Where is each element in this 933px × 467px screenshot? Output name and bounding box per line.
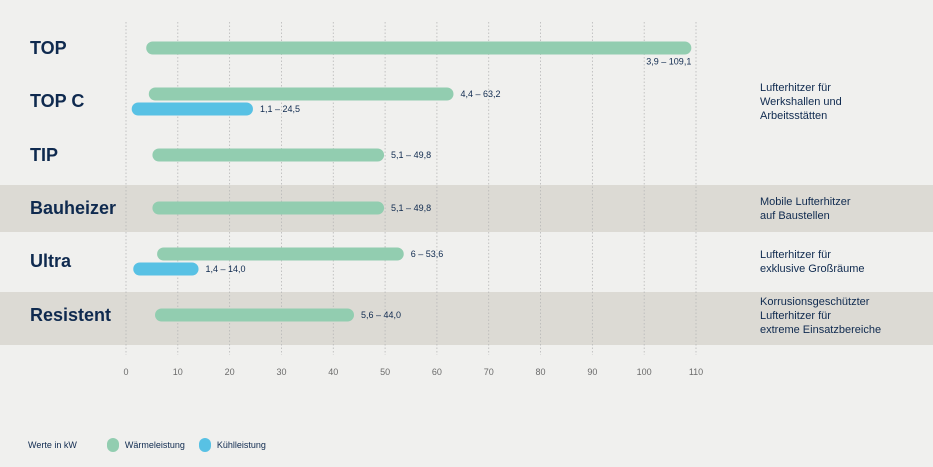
row-band-resistent (0, 292, 933, 345)
tick-label: 40 (328, 367, 338, 377)
heating-bar-resistent (155, 308, 354, 322)
description-0: Lufterhitzer für Werkshallen und Arbeitsst… (760, 82, 842, 122)
heating-bar-top (146, 41, 692, 55)
tick-label: 90 (587, 367, 597, 377)
range-label-bauheizer: 5,1 – 49,8 (391, 203, 431, 213)
range-labels: 3,9 – 109,1 4,4 – 63,2 1,1 – 24,5 5,1 – 49,… (206, 57, 692, 321)
range-label-top-c: 4,4 – 63,2 (460, 89, 500, 99)
description-line: exklusive Großräume (760, 263, 865, 275)
range-label-resistent: 5,6 – 44,0 (361, 310, 401, 320)
description-line: extreme Einsatzbereiche (760, 324, 881, 336)
row-label-ultra: Ultra (30, 251, 72, 271)
legend-label-heating: Wärmeleistung (124, 440, 185, 450)
description-line: auf Baustellen (760, 210, 830, 222)
tick-label: 20 (225, 367, 235, 377)
units-note: Werte in kW (28, 440, 77, 450)
tick-label: 70 (484, 367, 494, 377)
range-label-ultra: 1,4 – 14,0 (206, 264, 246, 274)
row-labels: TOP TOP C TIP Bauheizer Ultra Resistent (30, 38, 116, 325)
heating-bar-ultra (157, 247, 404, 261)
heating-bar-tip (152, 148, 385, 162)
heating-bar-bauheizer (152, 201, 385, 215)
description-line: Lufterhitzer für (760, 249, 831, 261)
heating-swatch (106, 438, 119, 452)
row-band-bauheizer (0, 185, 933, 232)
description-line: Werkshallen und (760, 96, 842, 108)
range-label-top: 3,9 – 109,1 (646, 57, 691, 67)
row-label-resistent: Resistent (30, 305, 111, 325)
row-label-top-c: TOP C (30, 91, 84, 111)
description-1: Mobile Lufterhitzer auf Baustellen (760, 196, 851, 222)
heating-bar-top-c (148, 87, 454, 101)
row-label-top: TOP (30, 38, 67, 58)
cooling-swatch (198, 438, 211, 452)
legend-item-heating: Wärmeleistung (106, 438, 185, 452)
description-3: Korrusionsgeschützter Lufterhitzer für ext… (760, 296, 881, 336)
tick-label: 60 (432, 367, 442, 377)
legend: Werte in kW Wärmeleistung Kühlleistung (28, 438, 280, 452)
tick-label: 30 (276, 367, 286, 377)
legend-label-cooling: Kühlleistung (216, 440, 266, 450)
x-axis-ticks: 0 10 20 30 40 50 60 70 80 90 100 110 (123, 367, 703, 377)
row-label-bauheizer: Bauheizer (30, 198, 116, 218)
tick-label: 0 (123, 367, 128, 377)
legend-item-cooling: Kühlleistung (198, 438, 266, 452)
description-line: Lufterhitzer für (760, 82, 831, 94)
tick-label: 50 (380, 367, 390, 377)
tick-label: 100 (637, 367, 652, 377)
description-line: Korrusionsgeschützter (760, 296, 870, 308)
description-line: Mobile Lufterhitzer (760, 196, 851, 208)
row-bands (0, 185, 933, 345)
description-line: Arbeitsstätten (760, 110, 827, 122)
description-2: Lufterhitzer für exklusive Großräume (760, 249, 865, 275)
tick-label: 80 (536, 367, 546, 377)
description-line: Lufterhitzer für (760, 310, 831, 322)
tick-label: 10 (173, 367, 183, 377)
row-label-tip: TIP (30, 145, 58, 165)
cooling-bar-ultra (133, 262, 199, 276)
range-label-tip: 5,1 – 49,8 (391, 150, 431, 160)
tick-label: 110 (689, 367, 703, 377)
descriptions: Lufterhitzer für Werkshallen und Arbeitsst… (760, 82, 881, 336)
cooling-bar-top-c (131, 102, 253, 116)
bars (131, 41, 692, 322)
gridlines (125, 22, 697, 355)
range-label-ultra: 6 – 53,6 (411, 249, 444, 259)
range-label-top-c: 1,1 – 24,5 (260, 104, 300, 114)
